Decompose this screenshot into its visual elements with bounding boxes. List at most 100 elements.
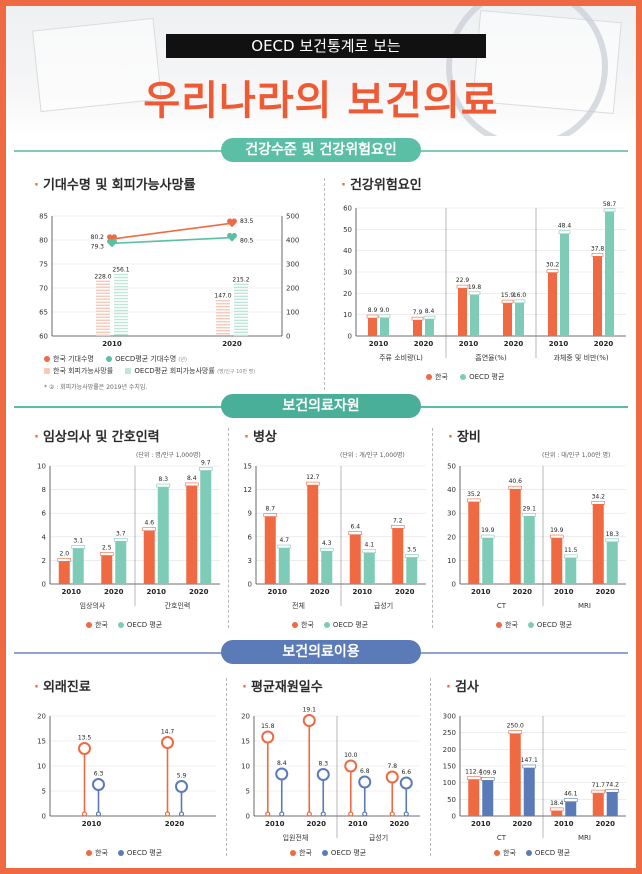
x-tick-label: 2010 [348, 820, 368, 828]
x-tick-label: 2020 [165, 820, 185, 828]
panel-divider [228, 428, 229, 628]
panel-title-risk: · 건강위험요인 [341, 178, 422, 193]
y2-tick-label: 200 [286, 285, 299, 293]
oecd-value-label: 11.5 [564, 547, 578, 554]
group-label: 임상의사 [80, 601, 106, 610]
oecd-cap [605, 538, 620, 543]
y-tick-label: 60 [343, 205, 352, 213]
korea-cap [456, 284, 469, 289]
legend-outpatient: 한국 OECD 평균 [86, 848, 162, 858]
korea-bar [593, 255, 602, 336]
oecd-value-label: 74.2 [606, 781, 620, 788]
korea-bar [264, 515, 276, 584]
life-expectancy-label: 83.5 [240, 218, 254, 225]
oecd-base [403, 811, 409, 817]
korea-value-label: 19.1 [303, 707, 317, 714]
avoidable-mortality-label: 228.0 [94, 273, 111, 280]
oecd-bar [523, 766, 535, 816]
chart-outpatient: 0 5 10 15 20 13.5 6.3 2010 14.7 5.9 2020 [37, 713, 216, 828]
oecd-cap [156, 483, 171, 488]
oecd-cap [113, 538, 128, 542]
hero-background [6, 6, 636, 136]
life-expectancy-line [111, 236, 233, 245]
korea-value-label: 2.5 [102, 545, 112, 552]
oecd-value-label: 8.3 [158, 476, 168, 483]
group-label: 전체 [292, 601, 305, 610]
avoidable-mortality-label: 147.0 [214, 293, 231, 300]
korea-cap [591, 789, 606, 794]
korea-value-label: 34.2 [592, 493, 606, 500]
korea-cap [184, 482, 199, 487]
oecd-value-label: 18.3 [606, 531, 620, 538]
oecd-cap [563, 798, 578, 802]
korea-value-label: 71.7 [592, 782, 606, 789]
oecd-bar [115, 540, 127, 584]
unit-beds: (단위 : 개/인구 1,000명) [340, 452, 405, 459]
life-expectancy-line [111, 222, 233, 240]
x-tick-label: 2010 [471, 588, 491, 596]
legend-doctors: 한국 OECD 평균 [86, 620, 162, 630]
korea-base [81, 811, 88, 817]
legend-risk: 한국 OECD 평균 [426, 372, 504, 382]
y-tick-label: 70 [39, 285, 48, 293]
main-title: 우리나라의 보건의료 [143, 78, 499, 124]
oecd-head [175, 780, 188, 793]
korea-head [261, 730, 275, 744]
korea-value-label: 8.9 [368, 307, 378, 314]
korea-value-label: 13.5 [78, 735, 92, 742]
life-expectancy-label: 79.3 [91, 243, 105, 250]
y2-tick-label: 400 [286, 237, 299, 245]
oecd-cap [603, 208, 616, 213]
oecd-base [279, 811, 285, 817]
oecd-bar [278, 547, 290, 584]
korea-cap [142, 527, 157, 532]
y-tick-label: 40 [343, 247, 352, 255]
panel-title-outpatient: · 외래진료 [34, 680, 91, 695]
oecd-bar [380, 316, 389, 336]
korea-value-label: 112.4 [465, 769, 482, 776]
unit-equip: (단위 : 대/인구 1,00만 명) [542, 452, 611, 459]
oecd-bar [200, 469, 212, 584]
oecd-value-label: 8.4 [277, 760, 287, 767]
panel-title-stay: · 평균재원일수 [242, 680, 323, 695]
infographic-frame: OECD 보건통계로 보는 우리나라의 보건의료 건강수준 및 건강위험요인 ·… [6, 6, 636, 868]
section-pill-health: 건강수준 및 건강위험요인 [221, 138, 421, 162]
korea-bar [392, 527, 404, 584]
korea-base [265, 811, 271, 817]
group-label: MRI [578, 602, 591, 610]
korea-bar [368, 317, 377, 336]
oecd-value-label: 6.3 [94, 771, 104, 778]
x-tick-label: 2020 [395, 588, 415, 596]
korea-value-label: 8.7 [265, 506, 275, 513]
oecd-head [358, 775, 372, 789]
korea-head [78, 742, 91, 755]
korea-value-label: 10.0 [344, 752, 358, 759]
x-tick-label: 2010 [549, 340, 569, 348]
x-tick-label: 2010 [554, 588, 574, 596]
legend-life-1: 한국 기대수명 OECD평균 기대수명 (년) [44, 354, 187, 364]
oecd-base [362, 811, 368, 817]
oecd-value-label: 9.0 [380, 307, 390, 314]
x-tick-label: 2020 [390, 820, 410, 828]
korea-bar [468, 778, 480, 816]
korea-bar [503, 302, 512, 336]
y-tick-label: 10 [37, 763, 46, 771]
avoidable-mortality-label: 215.2 [232, 276, 249, 283]
y-tick-label: 10 [37, 463, 46, 471]
oecd-bar [363, 551, 375, 584]
korea-bar [186, 484, 198, 584]
y-tick-label: 0 [348, 333, 352, 341]
korea-cap [99, 552, 114, 556]
legend-life-2: 한국 회피가능사망률 OECD평균 회피가능사망률 (명/인구 10만 명) [44, 366, 255, 376]
korea-value-label: 7.2 [393, 517, 403, 524]
korea-cap [57, 558, 72, 562]
korea-value-label: 250.0 [507, 723, 524, 730]
y2-tick-label: 100 [286, 309, 299, 317]
x-tick-label: 2020 [104, 588, 124, 596]
oecd-bar [482, 779, 494, 816]
y-tick-label: 65 [39, 309, 48, 317]
y-tick-label: 20 [447, 533, 456, 541]
korea-cap [591, 500, 606, 505]
korea-value-label: 7.8 [387, 763, 397, 770]
oecd-cap [558, 230, 571, 235]
